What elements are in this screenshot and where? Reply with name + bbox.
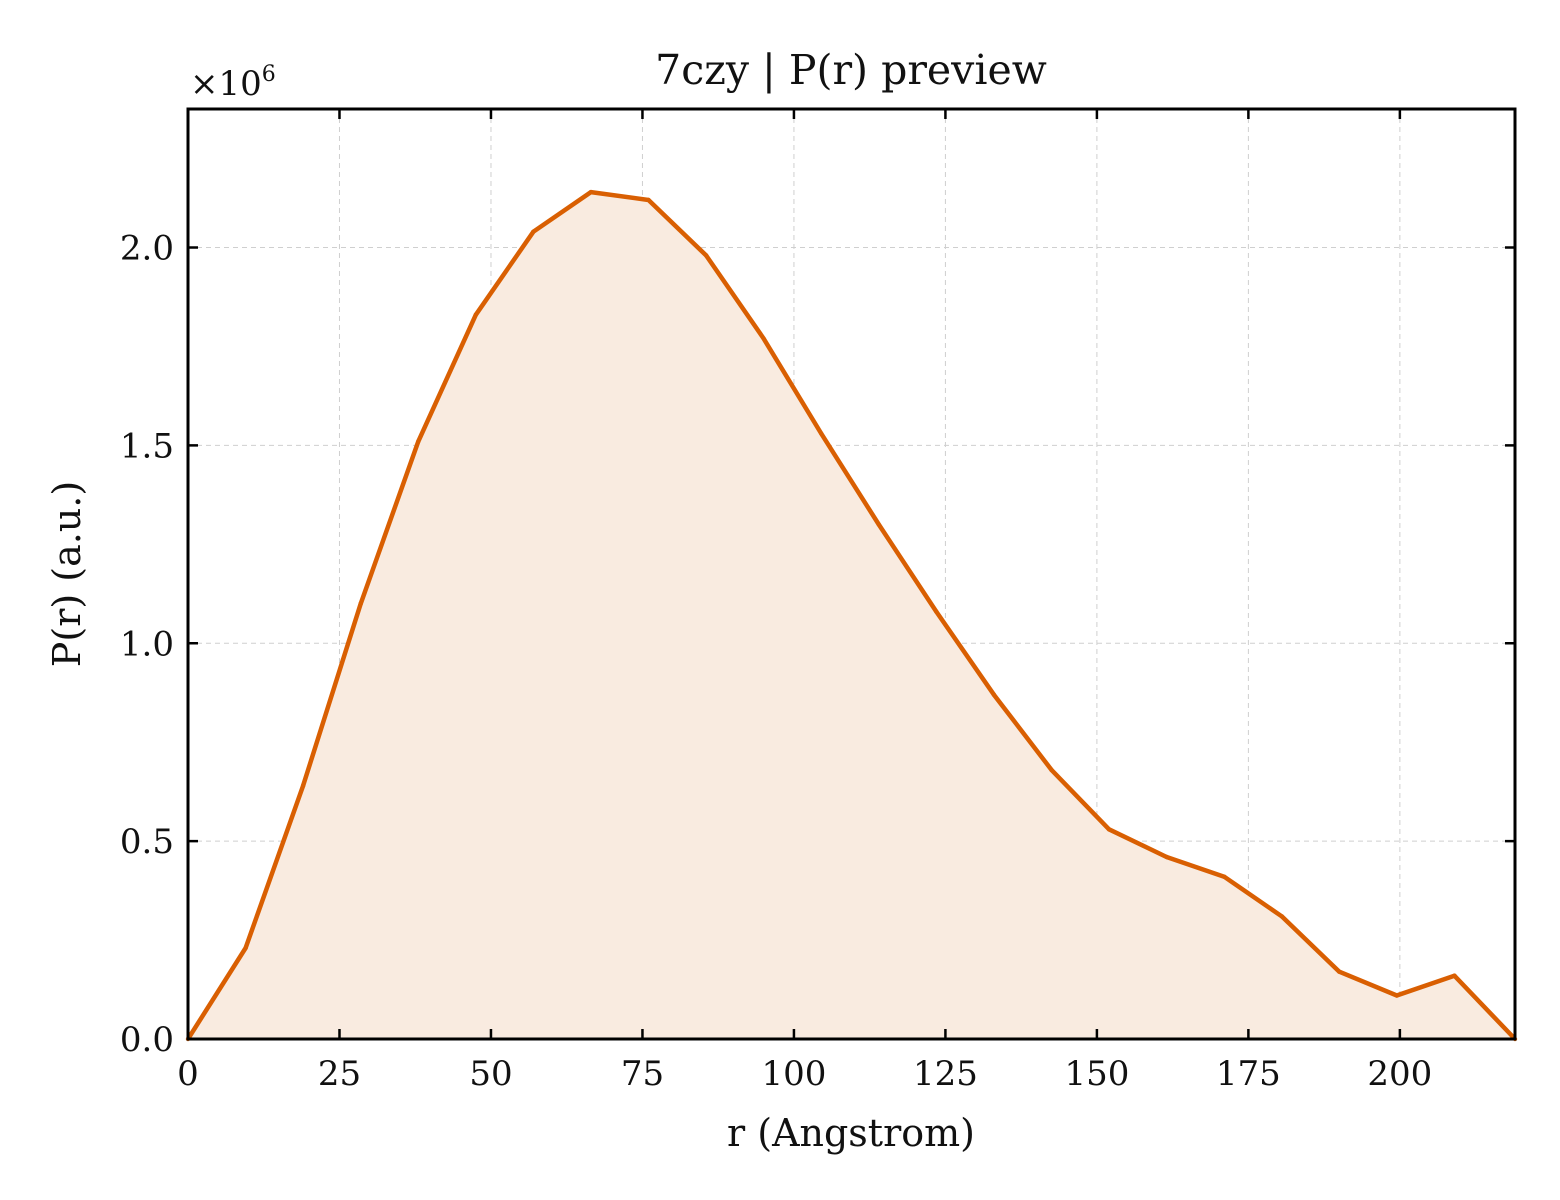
data-point <box>531 229 536 234</box>
y-tick-label: 1.0 <box>120 624 174 664</box>
data-point <box>703 253 709 258</box>
y-tick-label: 0.5 <box>120 822 174 862</box>
y-axis-multiplier: ×106 <box>190 62 276 104</box>
x-tick-label: 75 <box>621 1054 664 1094</box>
multiplier-exponent: 6 <box>262 62 276 87</box>
x-tick-label: 150 <box>1064 1054 1129 1094</box>
data-point <box>1049 767 1054 773</box>
data-point <box>819 431 824 436</box>
data-point <box>1106 827 1112 832</box>
data-point <box>300 783 306 788</box>
series-line <box>186 189 1517 1041</box>
x-axis-label: r (Angstrom) <box>727 1111 975 1155</box>
x-tick-label: 25 <box>318 1054 361 1094</box>
data-point <box>1337 969 1342 974</box>
data-point <box>416 439 421 444</box>
data-point <box>876 522 881 527</box>
data-point <box>1164 854 1169 860</box>
x-tick-label: 200 <box>1367 1054 1432 1094</box>
data-point <box>358 601 363 606</box>
data-point <box>588 189 594 195</box>
tick-labels-layer: 0 25 50 75 100 125 150 175 200 0.0 0.5 1.0 1.5 2.0 <box>120 229 1432 1094</box>
y-tick-label: 2.0 <box>120 229 174 269</box>
plot-frame <box>186 107 1517 1041</box>
data-point <box>1222 874 1227 879</box>
ticks-layer <box>186 109 1515 1041</box>
multiplier-base: ×10 <box>190 64 262 104</box>
x-tick-label: 50 <box>469 1054 512 1094</box>
data-point <box>243 945 248 951</box>
chart-title: 7czy | P(r) preview <box>655 46 1047 94</box>
y-tick-label: 0.0 <box>120 1020 174 1060</box>
data-point <box>1452 973 1457 978</box>
x-tick-label: 0 <box>177 1054 199 1094</box>
data-point <box>473 312 478 317</box>
x-tick-label: 175 <box>1216 1054 1281 1094</box>
y-tick-label: 1.5 <box>120 426 174 466</box>
area-fill <box>188 192 1515 1040</box>
x-tick-label: 125 <box>913 1054 978 1094</box>
data-point <box>761 336 766 341</box>
data-point <box>991 692 997 697</box>
data-point <box>1279 914 1284 919</box>
data-point <box>646 197 651 203</box>
y-axis-label: P(r) (a.u.) <box>45 481 89 667</box>
x-tick-label: 100 <box>761 1054 826 1094</box>
data-point <box>934 609 939 614</box>
data-point <box>1394 993 1400 998</box>
